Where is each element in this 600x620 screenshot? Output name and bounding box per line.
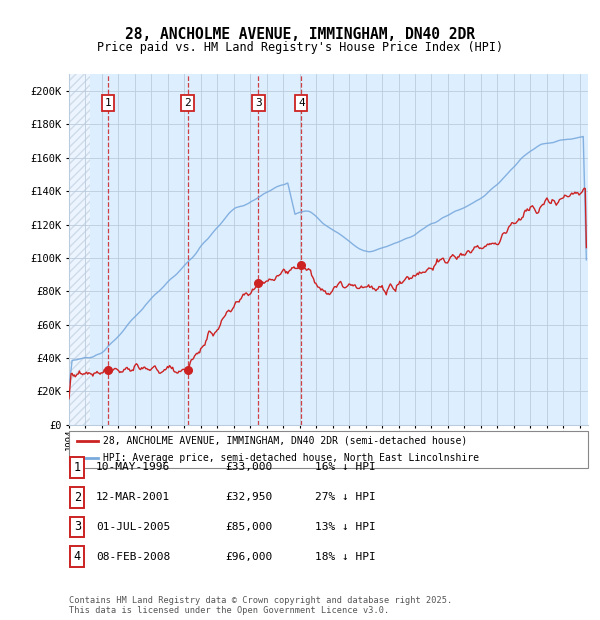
FancyBboxPatch shape <box>70 516 85 538</box>
Text: 10-MAY-1996: 10-MAY-1996 <box>96 463 170 472</box>
Text: 2: 2 <box>184 98 191 108</box>
Text: 28, ANCHOLME AVENUE, IMMINGHAM, DN40 2DR (semi-detached house): 28, ANCHOLME AVENUE, IMMINGHAM, DN40 2DR… <box>103 436 467 446</box>
FancyBboxPatch shape <box>69 431 588 468</box>
Text: Contains HM Land Registry data © Crown copyright and database right 2025.
This d: Contains HM Land Registry data © Crown c… <box>69 596 452 615</box>
FancyBboxPatch shape <box>70 487 85 508</box>
Text: 28, ANCHOLME AVENUE, IMMINGHAM, DN40 2DR: 28, ANCHOLME AVENUE, IMMINGHAM, DN40 2DR <box>125 27 475 42</box>
Text: 01-JUL-2005: 01-JUL-2005 <box>96 522 170 532</box>
Text: Price paid vs. HM Land Registry's House Price Index (HPI): Price paid vs. HM Land Registry's House … <box>97 41 503 53</box>
Text: 4: 4 <box>298 98 305 108</box>
Text: £96,000: £96,000 <box>225 552 272 562</box>
Text: 08-FEB-2008: 08-FEB-2008 <box>96 552 170 562</box>
Text: 27% ↓ HPI: 27% ↓ HPI <box>315 492 376 502</box>
FancyBboxPatch shape <box>70 457 85 478</box>
Text: 3: 3 <box>74 521 81 533</box>
Text: 2: 2 <box>74 491 81 503</box>
Text: £32,950: £32,950 <box>225 492 272 502</box>
Text: 18% ↓ HPI: 18% ↓ HPI <box>315 552 376 562</box>
Text: £85,000: £85,000 <box>225 522 272 532</box>
Text: 1: 1 <box>74 461 81 474</box>
Text: 13% ↓ HPI: 13% ↓ HPI <box>315 522 376 532</box>
Text: 3: 3 <box>255 98 262 108</box>
Bar <box>69 74 89 425</box>
Text: 12-MAR-2001: 12-MAR-2001 <box>96 492 170 502</box>
FancyBboxPatch shape <box>70 546 85 567</box>
Text: HPI: Average price, semi-detached house, North East Lincolnshire: HPI: Average price, semi-detached house,… <box>103 453 479 463</box>
Text: 4: 4 <box>74 551 81 563</box>
Text: 1: 1 <box>104 98 111 108</box>
Text: 16% ↓ HPI: 16% ↓ HPI <box>315 463 376 472</box>
Text: £33,000: £33,000 <box>225 463 272 472</box>
